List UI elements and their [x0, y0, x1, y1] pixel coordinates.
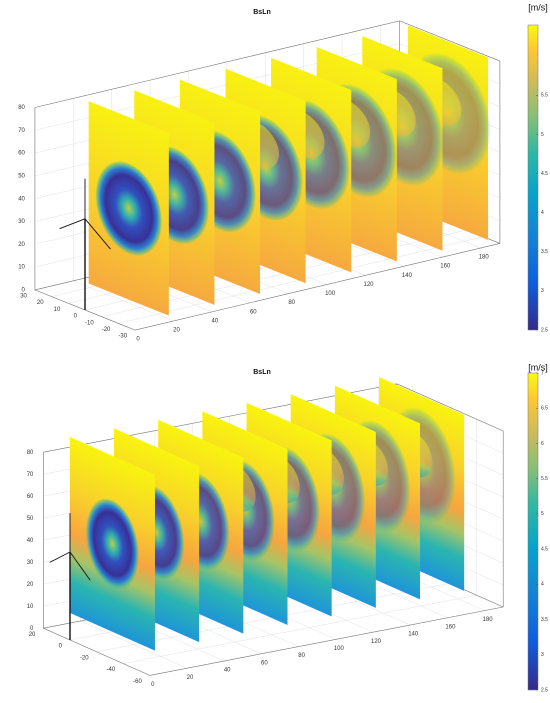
y-tick-label: -10	[85, 320, 94, 326]
x-tick-label: 80	[288, 300, 295, 306]
x-tick-label: 100	[334, 646, 345, 652]
chart-title: BsLn	[253, 9, 271, 16]
y-tick-label: 20	[29, 632, 36, 638]
y-tick-label: -20	[80, 655, 89, 661]
z-tick-label: 20	[27, 582, 34, 588]
x-tick-label: 140	[408, 632, 419, 638]
axis-line	[135, 243, 500, 331]
colorbar-tick-label: 2.5	[541, 327, 548, 333]
colorbar-tick-label: 6.5	[541, 406, 548, 412]
x-tick-label: 100	[325, 291, 336, 297]
y-tick-label: 10	[54, 307, 61, 313]
turbine-blade	[84, 218, 111, 250]
z-tick-label: 0	[22, 287, 26, 293]
z-tick-label: 60	[27, 494, 34, 500]
y-tick-label: 0	[74, 314, 78, 320]
x-tick-label: 60	[261, 660, 268, 666]
x-tick-label: 40	[224, 668, 231, 674]
colorbar-tick-label: 2.5	[541, 687, 548, 693]
axis-line	[43, 627, 150, 676]
grid-line	[123, 594, 477, 664]
colorbar	[527, 24, 539, 331]
slice	[69, 436, 155, 651]
colorbar-tick-label: 5	[541, 132, 544, 138]
colorbar-tick-label: 3	[541, 652, 544, 658]
wake	[85, 498, 140, 590]
colorbar-tick-label: 6	[541, 441, 544, 447]
z-tick-label: 40	[18, 196, 25, 202]
colorbar	[527, 372, 539, 691]
z-tick-label: 80	[18, 105, 25, 111]
x-tick-label: 140	[402, 273, 413, 279]
z-tick-label: 0	[30, 626, 34, 632]
x-tick-label: 160	[440, 264, 451, 270]
z-tick-label: 30	[18, 219, 25, 225]
x-tick-label: 20	[187, 675, 194, 681]
y-tick-label: 20	[37, 300, 44, 306]
chart-title: BsLn	[253, 369, 271, 376]
colorbar-tick-label: 5.5	[541, 93, 548, 99]
colorbar-label: [m/s]	[528, 2, 548, 12]
z-tick-label: 70	[18, 128, 25, 134]
x-tick-label: 20	[173, 328, 180, 334]
colorbar-label: [m/s]	[528, 362, 548, 372]
y-tick-label: -40	[107, 667, 116, 673]
colorbar-tick-label: 3	[541, 288, 544, 294]
x-tick-label: 80	[298, 653, 305, 659]
z-tick-label: 60	[18, 151, 25, 157]
z-tick-label: 20	[18, 242, 25, 248]
axis-line	[399, 20, 501, 62]
x-tick-label: 160	[445, 624, 456, 630]
z-tick-label: 70	[27, 472, 34, 478]
x-tick-label: 120	[371, 639, 382, 645]
colorbar-tick-label: 4	[541, 582, 544, 588]
x-tick-label: 180	[483, 617, 494, 623]
colorbar-tick-label: 7	[541, 370, 544, 376]
x-tick-label: 0	[151, 682, 155, 688]
y-tick-label: 30	[20, 293, 27, 299]
x-tick-label: 60	[250, 309, 257, 315]
x-tick-label: 0	[136, 337, 140, 343]
turbine-blade	[69, 551, 91, 581]
z-tick-label: 50	[18, 173, 25, 179]
colorbar-tick-label: 5	[541, 511, 544, 517]
colorbar-tick-label: 3.5	[541, 249, 548, 255]
colorbar-tick-label: 4.5	[541, 546, 548, 552]
x-tick-label: 40	[212, 318, 219, 324]
y-tick-label: -30	[118, 334, 127, 340]
y-tick-label: 0	[59, 644, 63, 650]
z-tick-label: 80	[27, 450, 34, 456]
z-tick-label: 40	[27, 538, 34, 544]
colorbar-tick-label: 5.5	[541, 476, 548, 482]
wake	[95, 160, 163, 256]
z-tick-label: 50	[27, 516, 34, 522]
x-tick-label: 120	[363, 282, 374, 288]
z-tick-label: 30	[27, 560, 34, 566]
turbine-blade	[59, 218, 86, 230]
z-tick-label: 10	[27, 604, 34, 610]
turbine-blade	[49, 551, 71, 563]
colorbar-tick-label: 4.5	[541, 171, 548, 177]
colorbar-tick-label: 4	[541, 210, 544, 216]
axis-line	[149, 606, 504, 676]
axis-line	[396, 383, 504, 432]
colorbar-tick-label: 3.5	[541, 617, 548, 623]
y-tick-label: -20	[102, 327, 111, 333]
y-tick-label: -60	[133, 679, 142, 685]
axis-line	[34, 20, 400, 108]
z-tick-label: 10	[18, 265, 25, 271]
x-tick-label: 180	[479, 255, 490, 261]
slice	[88, 101, 169, 316]
